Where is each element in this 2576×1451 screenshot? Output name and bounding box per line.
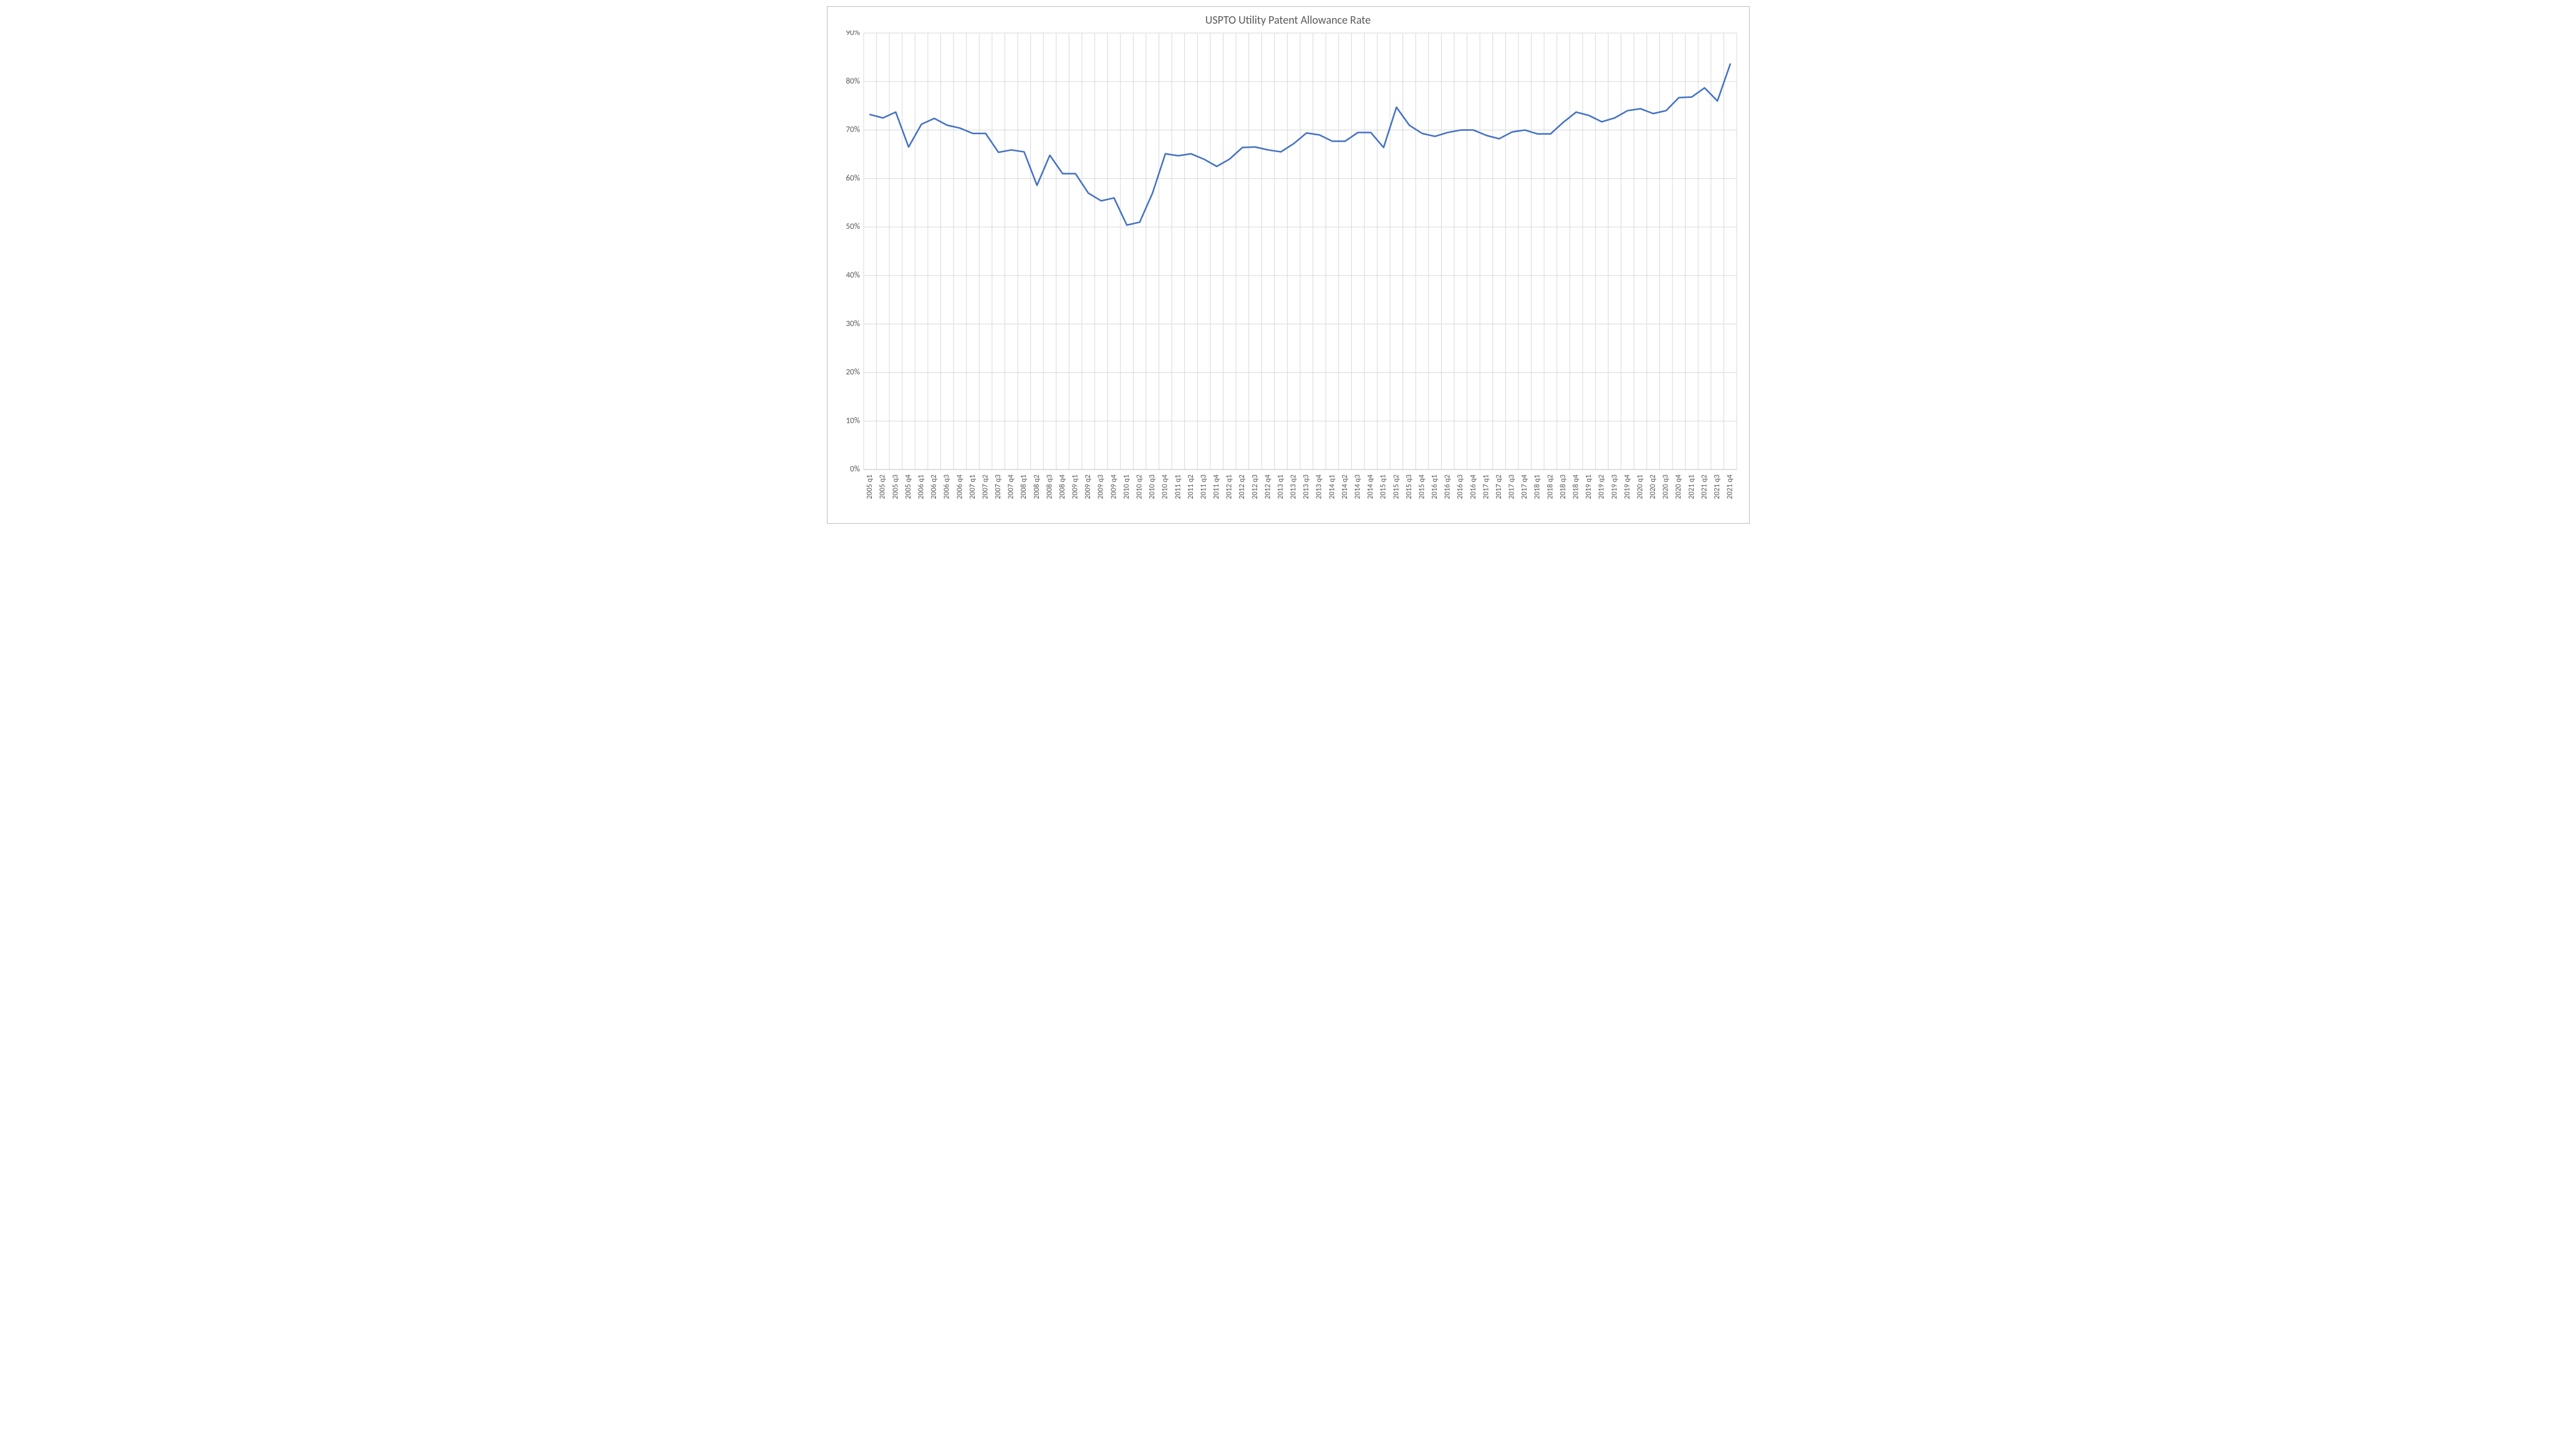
x-tick-label: 2013 q1 (1276, 475, 1285, 499)
x-tick-label: 2021 q4 (1725, 475, 1734, 499)
x-tick-label: 2011 q4 (1212, 475, 1221, 499)
x-tick-label: 2014 q1 (1328, 475, 1336, 499)
x-tick-label: 2014 q3 (1353, 475, 1362, 499)
x-tick-label: 2008 q1 (1020, 475, 1028, 499)
x-tick-label: 2019 q2 (1597, 475, 1606, 499)
x-tick-label: 2019 q4 (1623, 475, 1631, 499)
x-tick-label: 2009 q1 (1071, 475, 1079, 499)
x-tick-label: 2015 q3 (1404, 475, 1413, 499)
chart-container: USPTO Utility Patent Allowance Rate 0% 10… (827, 6, 1750, 524)
x-tick-label: 2018 q4 (1571, 475, 1580, 499)
x-tick-label: 2021 q1 (1687, 475, 1696, 499)
x-tick-label: 2018 q1 (1533, 475, 1541, 499)
x-tick-label: 2011 q2 (1186, 475, 1195, 499)
x-tick-label: 2016 q2 (1443, 475, 1452, 499)
x-tick-label: 2010 q2 (1135, 475, 1144, 499)
x-tick-label: 2008 q3 (1045, 475, 1054, 499)
y-tick-label: 40% (846, 271, 859, 280)
y-tick-label: 60% (846, 173, 859, 183)
x-tick-label: 2010 q3 (1148, 475, 1157, 499)
x-tick-label: 2014 q4 (1366, 475, 1375, 499)
x-tick-label: 2016 q3 (1456, 475, 1465, 499)
x-tick-label: 2007 q2 (981, 475, 990, 499)
x-tick-label: 2013 q4 (1315, 475, 1323, 499)
x-tick-label: 2017 q3 (1507, 475, 1516, 499)
x-tick-label: 2006 q1 (917, 475, 925, 499)
x-tick-label: 2006 q2 (930, 475, 938, 499)
line-chart-svg: 0% 10% 20% 30% 40% 50% 60% 70% 80% 90% 2005 q1 2005… (835, 31, 1743, 517)
plot-holder: 0% 10% 20% 30% 40% 50% 60% 70% 80% 90% 2005 q1 2005… (835, 31, 1742, 517)
x-tick-label: 2005 q1 (866, 475, 874, 499)
x-tick-label: 2012 q1 (1225, 475, 1233, 499)
x-tick-label: 2016 q4 (1469, 475, 1477, 499)
x-tick-label: 2005 q2 (878, 475, 887, 499)
x-tick-label: 2006 q4 (955, 475, 964, 499)
x-tick-label: 2015 q2 (1392, 475, 1401, 499)
x-tick-label: 2011 q1 (1174, 475, 1182, 499)
x-tick-label: 2005 q3 (891, 475, 900, 499)
x-tick-label: 2007 q4 (1006, 475, 1015, 499)
x-tick-label: 2019 q1 (1585, 475, 1593, 499)
x-tick-label: 2017 q4 (1520, 475, 1529, 499)
x-tick-label: 2012 q4 (1263, 475, 1272, 499)
x-tick-label: 2010 q4 (1160, 475, 1169, 499)
x-tick-label: 2018 q3 (1558, 475, 1567, 499)
x-tick-label: 2009 q2 (1084, 475, 1093, 499)
x-tick-label: 2015 q4 (1417, 475, 1426, 499)
x-tick-label: 2014 q2 (1340, 475, 1349, 499)
x-tick-label: 2020 q4 (1674, 475, 1683, 499)
x-tick-label: 2020 q2 (1649, 475, 1657, 499)
x-tick-label: 2008 q4 (1058, 475, 1066, 499)
x-tick-label: 2009 q4 (1109, 475, 1118, 499)
x-tick-label: 2017 q2 (1494, 475, 1503, 499)
x-tick-label: 2007 q1 (968, 475, 977, 499)
x-tick-label: 2020 q3 (1661, 475, 1670, 499)
y-tick-label: 90% (846, 31, 859, 37)
y-tick-label: 0% (850, 465, 860, 474)
x-tick-label: 2020 q1 (1636, 475, 1644, 499)
x-tick-label: 2012 q2 (1238, 475, 1247, 499)
chart-title: USPTO Utility Patent Allowance Rate (835, 13, 1742, 27)
y-tick-label: 70% (846, 125, 859, 135)
x-tick-label: 2016 q1 (1430, 475, 1439, 499)
x-tick-label: 2008 q2 (1032, 475, 1041, 499)
x-tick-label: 2019 q3 (1610, 475, 1619, 499)
x-tick-label: 2005 q4 (904, 475, 912, 499)
x-tick-label: 2017 q1 (1482, 475, 1490, 499)
x-tick-label: 2013 q2 (1289, 475, 1298, 499)
y-tick-label: 30% (846, 319, 859, 329)
x-tick-label: 2007 q3 (994, 475, 1003, 499)
x-tick-label: 2021 q2 (1700, 475, 1709, 499)
x-tick-label: 2006 q3 (942, 475, 951, 499)
x-tick-label: 2015 q1 (1379, 475, 1387, 499)
y-tick-label: 80% (846, 77, 859, 86)
x-tick-label: 2021 q3 (1712, 475, 1721, 499)
y-tick-label: 50% (846, 222, 859, 231)
x-tick-label: 2011 q3 (1199, 475, 1208, 499)
x-tick-label: 2010 q1 (1122, 475, 1131, 499)
x-tick-label: 2013 q3 (1302, 475, 1311, 499)
y-tick-label: 20% (846, 368, 859, 377)
x-tick-label: 2018 q2 (1546, 475, 1555, 499)
y-tick-label: 10% (846, 416, 859, 425)
x-tick-label: 2012 q3 (1250, 475, 1259, 499)
x-tick-label: 2009 q3 (1096, 475, 1105, 499)
